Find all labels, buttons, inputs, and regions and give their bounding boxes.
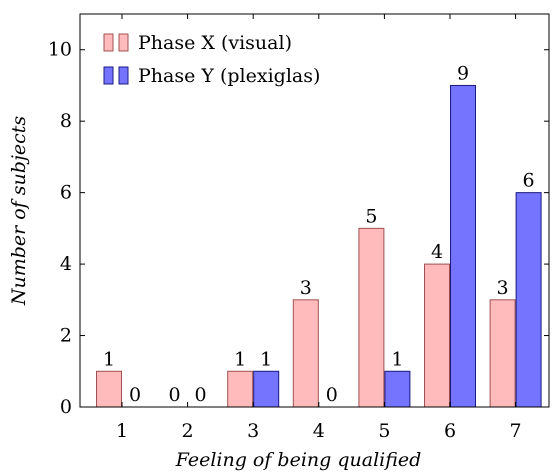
data-label-series2-cat-2: 0 [195,384,207,406]
bar-series1-cat-5 [358,227,385,408]
data-label-series2-cat-1: 0 [129,384,141,406]
y-tick-label: 2 [60,325,72,347]
y-tick-label: 8 [60,110,72,132]
y-tick-label: 6 [60,182,72,204]
bar-series2-cat-5 [384,370,411,408]
bar-series1-cat-3 [227,370,254,408]
x-tick-label: 4 [313,420,325,442]
bar-series1-cat-7 [489,299,516,408]
data-label-series1-cat-7: 3 [497,277,509,299]
data-label-series1-cat-5: 5 [365,205,377,227]
x-axis-label: Feeling of being qualified [175,449,422,471]
y-tick-label: 4 [60,253,72,275]
x-tick-label: 6 [444,420,456,442]
bar-series1-cat-4 [292,299,319,408]
legend-swatch-series2 [103,66,114,85]
legend-swatch-series1-b [118,33,129,52]
x-tick-label: 1 [116,420,128,442]
data-label-series1-cat-6: 4 [431,241,443,263]
data-label-series1-cat-3: 1 [234,348,246,370]
data-label-series2-cat-6: 9 [457,62,469,84]
bar-series1-cat-6 [424,263,450,408]
y-axis-label: Number of subjects [8,116,30,306]
data-label-series2-cat-4: 0 [326,384,338,406]
bars-layer [96,84,542,408]
data-label-series1-cat-4: 3 [300,277,312,299]
data-label-series1-cat-1: 1 [103,348,115,370]
data-label-series1-cat-2: 0 [169,384,181,406]
legend-swatch-series1 [103,33,114,52]
x-tick-label: 5 [378,420,390,442]
legend-swatch-series2-b [118,66,129,85]
plot-frame [79,13,550,408]
legend-label-series2: Phase Y (plexiglas) [138,65,320,87]
x-tick-label: 7 [510,420,522,442]
data-label-series2-cat-5: 1 [391,348,403,370]
bar-series1-cat-1 [96,370,122,408]
data-label-series2-cat-7: 6 [523,170,535,192]
legend: Phase X (visual) Phase Y (plexiglas) [103,32,320,87]
y-tick-label: 0 [60,396,72,418]
data-label-series2-cat-3: 1 [260,348,272,370]
x-tick-label: 3 [247,420,259,442]
y-tick-label: 10 [48,39,72,61]
bar-series2-cat-7 [515,192,542,408]
x-tick-label: 2 [182,420,194,442]
legend-label-series1: Phase X (visual) [138,32,292,54]
bar-series2-cat-3 [253,370,280,408]
bar-series2-cat-6 [450,84,476,408]
